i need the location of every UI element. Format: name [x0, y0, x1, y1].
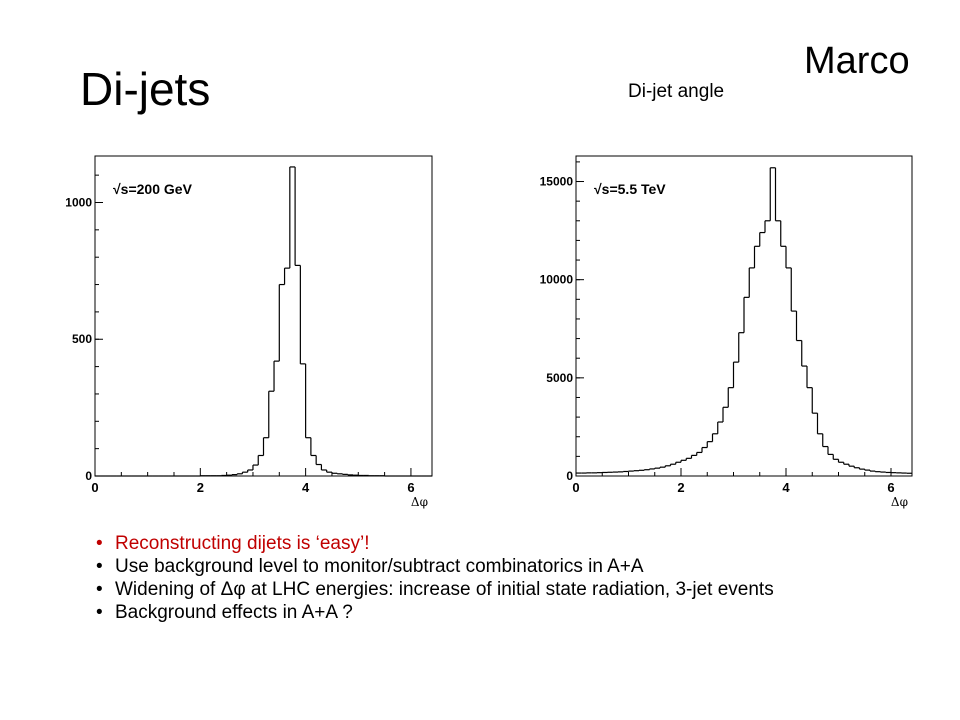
bullet-list: • Reconstructing dijets is ‘easy’! • Use…	[96, 532, 886, 624]
bullet-text: Background effects in A+A ?	[115, 602, 353, 623]
bullet-text-pre: Widening of	[115, 579, 221, 600]
y-tick-label: 10000	[540, 273, 574, 287]
bullet-item: • Reconstructing dijets is ‘easy’!	[96, 532, 886, 555]
chart-section-title: Di-jet angle	[628, 81, 725, 102]
bullet-marker: •	[96, 556, 103, 577]
bullet-text-post: at LHC energies: increase of initial sta…	[245, 579, 774, 600]
y-tick-label: 1000	[65, 195, 92, 209]
bullet-text: Use background level to monitor/subtract…	[115, 556, 644, 577]
x-tick-label: 4	[302, 480, 310, 495]
bullet-item: • Widening of Δφ at LHC energies: increa…	[96, 578, 886, 601]
x-axis-label: Δφ	[891, 495, 908, 509]
bullet-item: • Background effects in A+A ?	[96, 601, 886, 624]
bullet-text: Reconstructing dijets is ‘easy’!	[115, 533, 370, 554]
energy-annotation: √s=5.5 TeV	[594, 181, 666, 197]
y-tick-label: 0	[566, 469, 573, 483]
plot-frame	[575, 155, 913, 477]
x-tick-label: 6	[887, 480, 894, 495]
bullet-item: • Use background level to monitor/subtra…	[96, 555, 886, 578]
x-axis-label: Δφ	[411, 495, 428, 509]
bullet-marker: •	[96, 533, 103, 554]
slide-title: Di-jets	[80, 63, 211, 115]
y-tick-label: 15000	[540, 175, 574, 189]
bullet-marker: •	[96, 579, 103, 600]
author-name: Marco	[804, 40, 910, 82]
y-tick-label: 5000	[546, 371, 573, 385]
energy-annotation: √s=200 GeV	[113, 181, 193, 197]
delta-phi-symbol: Δφ	[220, 579, 246, 600]
x-tick-label: 6	[407, 480, 414, 495]
x-tick-label: 2	[677, 480, 684, 495]
x-tick-label: 4	[782, 480, 790, 495]
y-tick-label: 0	[85, 469, 92, 483]
plot-frame	[94, 155, 433, 477]
x-tick-label: 2	[197, 480, 204, 495]
x-tick-label: 0	[91, 480, 98, 495]
y-tick-label: 500	[72, 332, 92, 346]
bullet-marker: •	[96, 602, 103, 623]
x-tick-label: 0	[572, 480, 579, 495]
